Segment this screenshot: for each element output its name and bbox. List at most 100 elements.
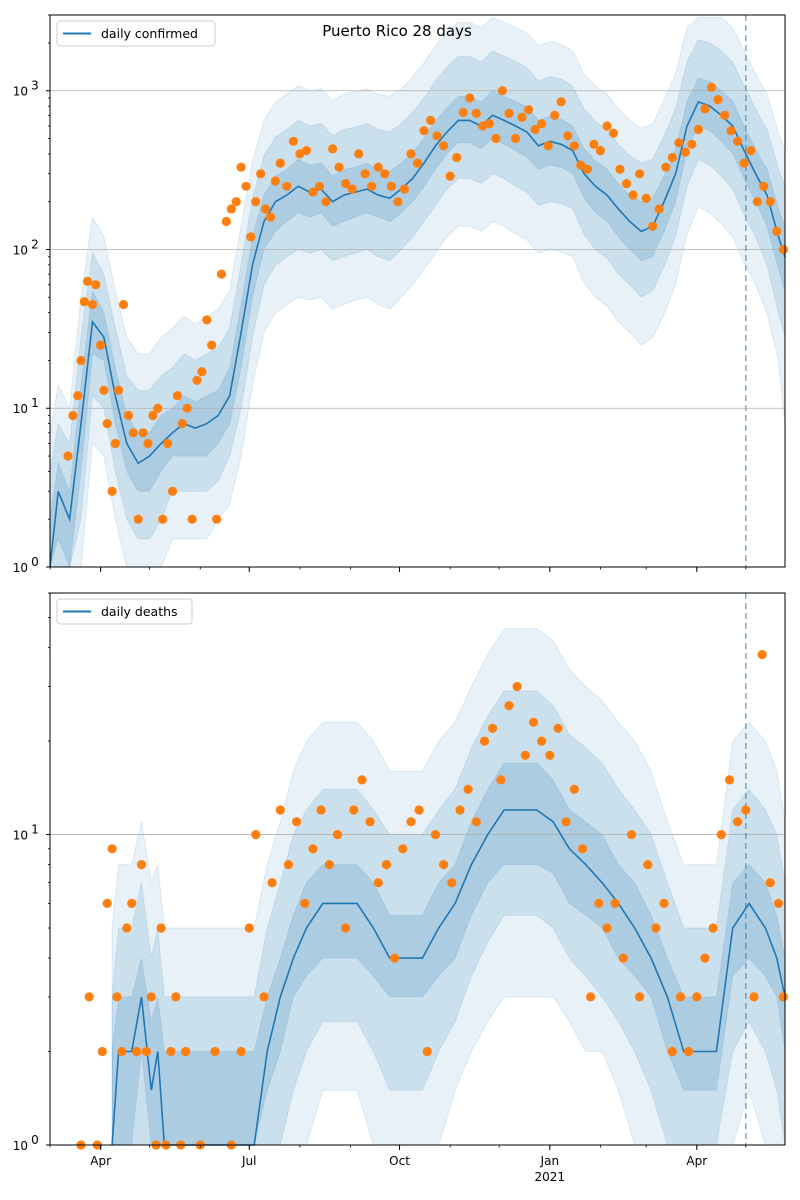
deaths-ytick-label: 10 <box>13 829 28 843</box>
deaths-data-point <box>406 817 416 827</box>
deaths-data-point <box>308 844 318 854</box>
deaths-data-point <box>357 775 367 785</box>
confirmed-data-point <box>328 144 338 154</box>
deaths-data-point <box>349 805 359 815</box>
deaths-axes-frame <box>49 592 786 1146</box>
confirmed-data-point <box>187 514 197 524</box>
deaths-data-point <box>463 784 473 794</box>
deaths-data-point <box>741 805 751 815</box>
confirmed-data-point <box>582 164 593 174</box>
confirmed-data-point <box>452 152 462 163</box>
confirmed-data-point <box>778 244 789 255</box>
confirmed-data-point <box>96 340 106 350</box>
deaths-data-point <box>430 830 441 840</box>
deaths-data-point <box>586 992 596 1002</box>
deaths-data-point <box>236 1046 246 1057</box>
confirmed-data-point <box>563 131 573 141</box>
deaths-data-point <box>684 1046 694 1057</box>
deaths-data-point <box>757 650 767 660</box>
deaths-data-point <box>171 992 181 1002</box>
deaths-data-point <box>733 817 743 827</box>
deaths-data-point <box>708 923 718 933</box>
confirmed-data-point <box>212 514 222 524</box>
confirmed-ytick-label: 10 <box>13 85 28 99</box>
deaths-data-point <box>259 992 269 1002</box>
deaths-data-point <box>414 805 424 815</box>
deaths-data-point <box>504 701 514 711</box>
deaths-data-point <box>610 898 620 909</box>
confirmed-data-point <box>648 221 658 231</box>
confirmed-data-point <box>367 181 377 191</box>
confirmed-data-point <box>373 162 383 172</box>
deaths-data-point <box>292 817 302 827</box>
confirmed-data-point <box>661 162 671 172</box>
deaths-data-point <box>275 805 285 815</box>
confirmed-data-point <box>347 184 357 194</box>
deaths-data-point <box>122 923 132 933</box>
confirmed-data-point <box>192 375 202 385</box>
confirmed-data-point <box>87 299 98 310</box>
confirmed-data-point <box>163 438 173 449</box>
deaths-data-point <box>765 878 775 888</box>
confirmed-median-line <box>49 100 786 568</box>
confirmed-data-point <box>622 179 632 189</box>
confirmed-data-point <box>202 315 212 325</box>
confirmed-data-point <box>602 121 612 131</box>
deaths-data-point <box>136 860 147 870</box>
confirmed-data-point <box>426 115 436 125</box>
confirmed-data-point <box>265 212 276 222</box>
deaths-data-point <box>594 898 604 909</box>
confirmed-data-point <box>406 149 416 159</box>
deaths-data-point <box>146 992 156 1002</box>
confirmed-data-point <box>172 391 182 401</box>
confirmed-data-point <box>733 136 743 146</box>
confirmed-ytick-label: 10 <box>13 561 28 575</box>
deaths-data-point <box>569 784 579 794</box>
confirmed-axes-frame <box>49 14 786 568</box>
confirmed-data-point <box>399 184 409 194</box>
chart-title: Puerto Rico 28 days <box>322 22 472 40</box>
confirmed-data-point <box>687 139 697 149</box>
confirmed-data-point <box>445 171 455 181</box>
confirmed-data-point <box>221 216 231 227</box>
confirmed-data-point <box>341 179 351 189</box>
confirmed-data-point <box>693 124 704 135</box>
deaths-data-point <box>724 775 735 785</box>
confirmed-ytick-exponent: 0 <box>31 555 39 569</box>
confirmed-data-point <box>537 119 547 129</box>
confirmed-data-point <box>386 181 396 191</box>
confirmed-data-point <box>308 187 318 197</box>
deaths-data-point <box>496 775 506 785</box>
confirmed-data-point <box>654 204 664 214</box>
confirmed-band-90pct <box>49 39 786 568</box>
confirmed-data-point <box>510 133 521 144</box>
confirmed-data-point <box>143 438 153 449</box>
deaths-ytick-label: 10 <box>13 1139 28 1153</box>
deaths-data-point <box>324 860 334 870</box>
confirmed-data-point <box>772 226 782 236</box>
confirmed-ytick-label: 10 <box>13 243 28 257</box>
confirmed-data-point <box>133 514 143 524</box>
deaths-data-point <box>439 860 449 870</box>
confirmed-data-point <box>635 169 645 179</box>
confirmed-data-point <box>256 169 266 179</box>
confirmed-data-point <box>739 158 749 168</box>
confirmed-data-point <box>543 141 553 151</box>
deaths-data-point <box>675 992 686 1002</box>
deaths-data-point <box>773 898 784 909</box>
confirmed-data-point <box>261 204 271 214</box>
deaths-data-point <box>141 1046 151 1057</box>
deaths-data-point <box>422 1046 432 1057</box>
deaths-data-point <box>667 1046 677 1057</box>
confirmed-data-point <box>524 105 534 115</box>
confirmed-data-point <box>419 126 429 136</box>
confirmed-data-point <box>504 108 514 118</box>
deaths-data-point <box>244 923 254 933</box>
deaths-observed-points <box>76 650 789 1150</box>
confirmed-ytick-label: 10 <box>13 402 28 416</box>
deaths-data-point <box>283 860 294 870</box>
confirmed-data-point <box>628 190 638 200</box>
confirmed-data-point <box>720 110 730 120</box>
